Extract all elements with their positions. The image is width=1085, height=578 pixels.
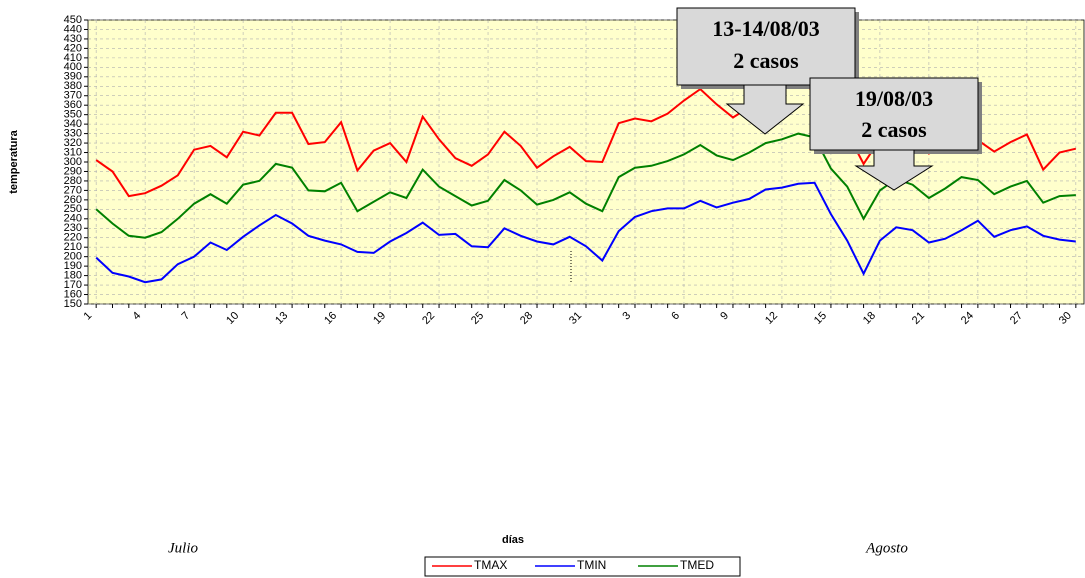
- callout: 19/08/03 2 casos: [809, 77, 982, 191]
- legend-items: TMAX TMIN TMED: [432, 558, 714, 572]
- y-tick-label: 340: [64, 118, 82, 130]
- y-tick-label: 450: [64, 14, 82, 26]
- x-tick-label: 19: [371, 310, 388, 327]
- x-tick-label: 27: [1008, 310, 1025, 327]
- annotation: 2 casos: [733, 48, 799, 73]
- annotation: 2 casos: [861, 117, 927, 142]
- y-tick-label: 390: [64, 71, 82, 83]
- annotation: 13-14/08/03: [712, 16, 820, 41]
- x-tick-label: 16: [322, 310, 339, 327]
- x-tick-label: 9: [718, 310, 731, 323]
- callout: 13-14/08/03 2 casos: [676, 7, 859, 135]
- y-tick-label: 300: [64, 156, 82, 168]
- x-tick-label: 25: [469, 310, 486, 327]
- y-tick-label: 320: [64, 137, 82, 149]
- y-tick-label: 220: [64, 232, 82, 244]
- y-tick-label: 420: [64, 42, 82, 54]
- y-tick-label: 150: [64, 298, 82, 310]
- x-tick-label: 28: [518, 310, 535, 327]
- y-tick-label: 260: [64, 194, 82, 206]
- x-tick-label: 22: [420, 310, 437, 327]
- x-tick-label: 1: [82, 310, 95, 323]
- y-tick-label: 310: [64, 146, 82, 158]
- y-tick-label: 250: [64, 203, 82, 215]
- x-tick-label: 18: [861, 310, 878, 327]
- y-tick-label: 270: [64, 184, 82, 196]
- line-series: [95, 132, 1076, 239]
- x-tick-label: 24: [959, 310, 976, 327]
- legend-label: TMED: [680, 558, 714, 572]
- month-label: Julio: [168, 540, 198, 556]
- x-tick-label: 31: [567, 310, 584, 327]
- x-tick-label: 6: [669, 310, 682, 323]
- y-tick-label: 230: [64, 222, 82, 234]
- x-tick-label: 7: [179, 310, 192, 323]
- y-tick-label: 180: [64, 270, 82, 282]
- y-tick-label: 430: [64, 33, 82, 45]
- x-tick-label: 10: [224, 310, 241, 327]
- x-axis-label: días: [502, 534, 524, 546]
- y-tick-label: 160: [64, 288, 82, 300]
- y-tick-label: 400: [64, 61, 82, 73]
- y-tick-label: 440: [64, 23, 82, 35]
- legend-label: TMAX: [474, 558, 507, 572]
- y-tick-label: 290: [64, 165, 82, 177]
- y-tick-label: 370: [64, 90, 82, 102]
- x-tick-label: 12: [763, 310, 780, 327]
- y-tick-label: 190: [64, 260, 82, 272]
- x-tick-label: 4: [131, 310, 144, 323]
- y-tick-label: 330: [64, 128, 82, 140]
- y-tick-label: 350: [64, 109, 82, 121]
- x-tick-label: 30: [1057, 310, 1074, 327]
- y-tick-label: 360: [64, 99, 82, 111]
- y-tick-label: 240: [64, 213, 82, 225]
- y-tick-label: 210: [64, 241, 82, 253]
- x-tick-label: 13: [273, 310, 290, 327]
- x-tick-label: 3: [620, 310, 633, 323]
- y-tick-label: 200: [64, 251, 82, 263]
- annotation: 19/08/03: [855, 86, 933, 111]
- y-tick-label: 170: [64, 279, 82, 291]
- legend-label: TMIN: [577, 558, 606, 572]
- y-axis-label: temperatura: [8, 129, 20, 193]
- x-tick-label: 21: [910, 310, 927, 327]
- x-tick-label: 15: [812, 310, 829, 327]
- y-tick-label: 380: [64, 80, 82, 92]
- y-tick-label: 280: [64, 175, 82, 187]
- y-tick-label: 410: [64, 52, 82, 64]
- legend: [424, 556, 741, 577]
- month-label: Agosto: [865, 540, 908, 556]
- line-series: [95, 181, 1076, 284]
